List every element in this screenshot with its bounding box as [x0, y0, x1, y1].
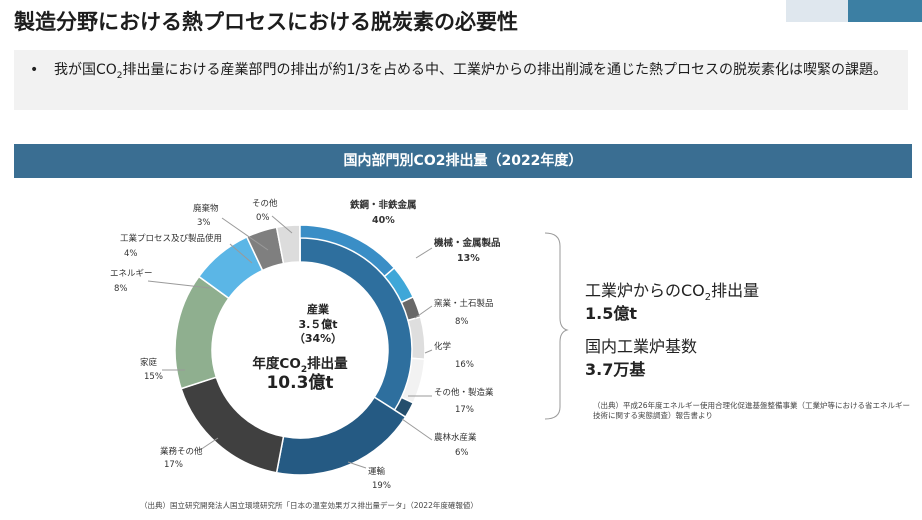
label-pct-9: 15% — [144, 372, 163, 382]
bullet-text-sub: 2 — [116, 70, 123, 81]
label-2: 機械・金属製品 — [434, 237, 501, 249]
furnace-co2-label-pre: 工業炉からのCO — [585, 281, 705, 300]
furnace-co2-label: 工業炉からのCO2排出量 — [585, 277, 759, 303]
label-11: 工業プロセス及び製品使用 — [120, 233, 222, 244]
leader-line — [415, 247, 433, 259]
page-title: 製造分野における熱プロセスにおける脱炭素の必要性 — [14, 10, 518, 34]
label-3: 窯業・土石製品 — [434, 298, 494, 309]
label-5: その他・製造業 — [434, 387, 494, 398]
furnace-count-label: 国内工業炉基数 — [585, 337, 698, 356]
label-pct-11: 4% — [124, 249, 138, 259]
chart-slices — [174, 224, 426, 476]
leader-line — [347, 461, 367, 469]
furnace-co2-label-sub: 2 — [704, 292, 712, 304]
leader-line — [229, 243, 253, 264]
label-pct-1: 40% — [372, 215, 395, 226]
label-10: エネルギー — [110, 269, 153, 279]
slice-household — [174, 275, 230, 390]
label-12: 廃棄物 — [193, 203, 219, 214]
label-9: 家庭 — [140, 357, 158, 368]
center-total-post: 排出量 — [307, 355, 348, 372]
slice-transport — [275, 396, 407, 476]
label-4: 化学 — [434, 341, 452, 352]
label-pct-7: 19% — [372, 481, 391, 491]
leader-line — [199, 437, 219, 451]
label-pct-4: 16% — [455, 360, 474, 370]
center-sector-pct: （34%） — [294, 332, 342, 345]
label-pct-3: 8% — [455, 317, 469, 327]
leader-line — [414, 305, 433, 319]
bracket-line — [544, 232, 569, 420]
leader-line — [424, 349, 433, 354]
furnace-co2-label-post: 排出量 — [711, 281, 760, 300]
source-note-bottom: （出典）国立研究開発法人国立環境研究所「日本の温室効果ガス排出量データ」（202… — [140, 501, 478, 510]
label-1: 鉄鋼・非鉄金属 — [350, 199, 417, 211]
leader-line — [147, 280, 211, 289]
title-accent-dark — [848, 0, 922, 22]
label-pct-13: 0% — [256, 213, 270, 223]
leader-line — [401, 418, 433, 441]
bullet-icon: • — [30, 62, 39, 78]
label-pct-5: 17% — [455, 405, 474, 415]
label-pct-2: 13% — [457, 253, 480, 264]
chart-header: 国内部門別CO2排出量（2022年度） — [14, 144, 912, 178]
bullet-text-post: 排出量における産業部門の排出が約1/3を占める中、工業炉からの排出削減を通じた熱… — [122, 62, 888, 78]
bullet-box — [14, 50, 908, 110]
chart-leader-lines — [147, 215, 433, 469]
leader-line — [221, 217, 269, 251]
bullet-text: 我が国CO2排出量における産業部門の排出が約1/3を占める中、工業炉からの排出削… — [54, 60, 904, 86]
label-8: 業務その他 — [160, 446, 203, 457]
center-sector-label: 産業 — [307, 302, 330, 316]
center-sector-value: 3.５億t — [298, 317, 337, 331]
label-pct-6: 6% — [455, 448, 469, 458]
center-total-label: 年度CO2排出量 — [252, 355, 348, 375]
furnace-count-value: 3.7万基 — [585, 360, 646, 379]
bullet-text-pre: 我が国CO — [54, 62, 117, 78]
title-accent-light — [786, 0, 848, 22]
label-6: 農林水産業 — [434, 432, 477, 443]
leader-line — [271, 215, 293, 234]
label-13: その他 — [252, 198, 278, 209]
center-total-sub: 2 — [301, 365, 307, 375]
label-pct-10: 8% — [114, 284, 128, 294]
label-pct-12: 3% — [197, 218, 211, 228]
label-pct-8: 17% — [164, 460, 183, 470]
label-7: 運輸 — [368, 466, 386, 477]
center-total-pre: 年度CO — [252, 355, 300, 372]
slice-agriculture — [393, 396, 415, 419]
furnace-co2-value: 1.5億t — [585, 304, 637, 323]
source-note-right: （出典）平成26年度エネルギー使用合理化促進基盤整備事業（工業炉等における省エネ… — [593, 401, 911, 420]
center-total-value: 10.3億t — [266, 372, 333, 393]
